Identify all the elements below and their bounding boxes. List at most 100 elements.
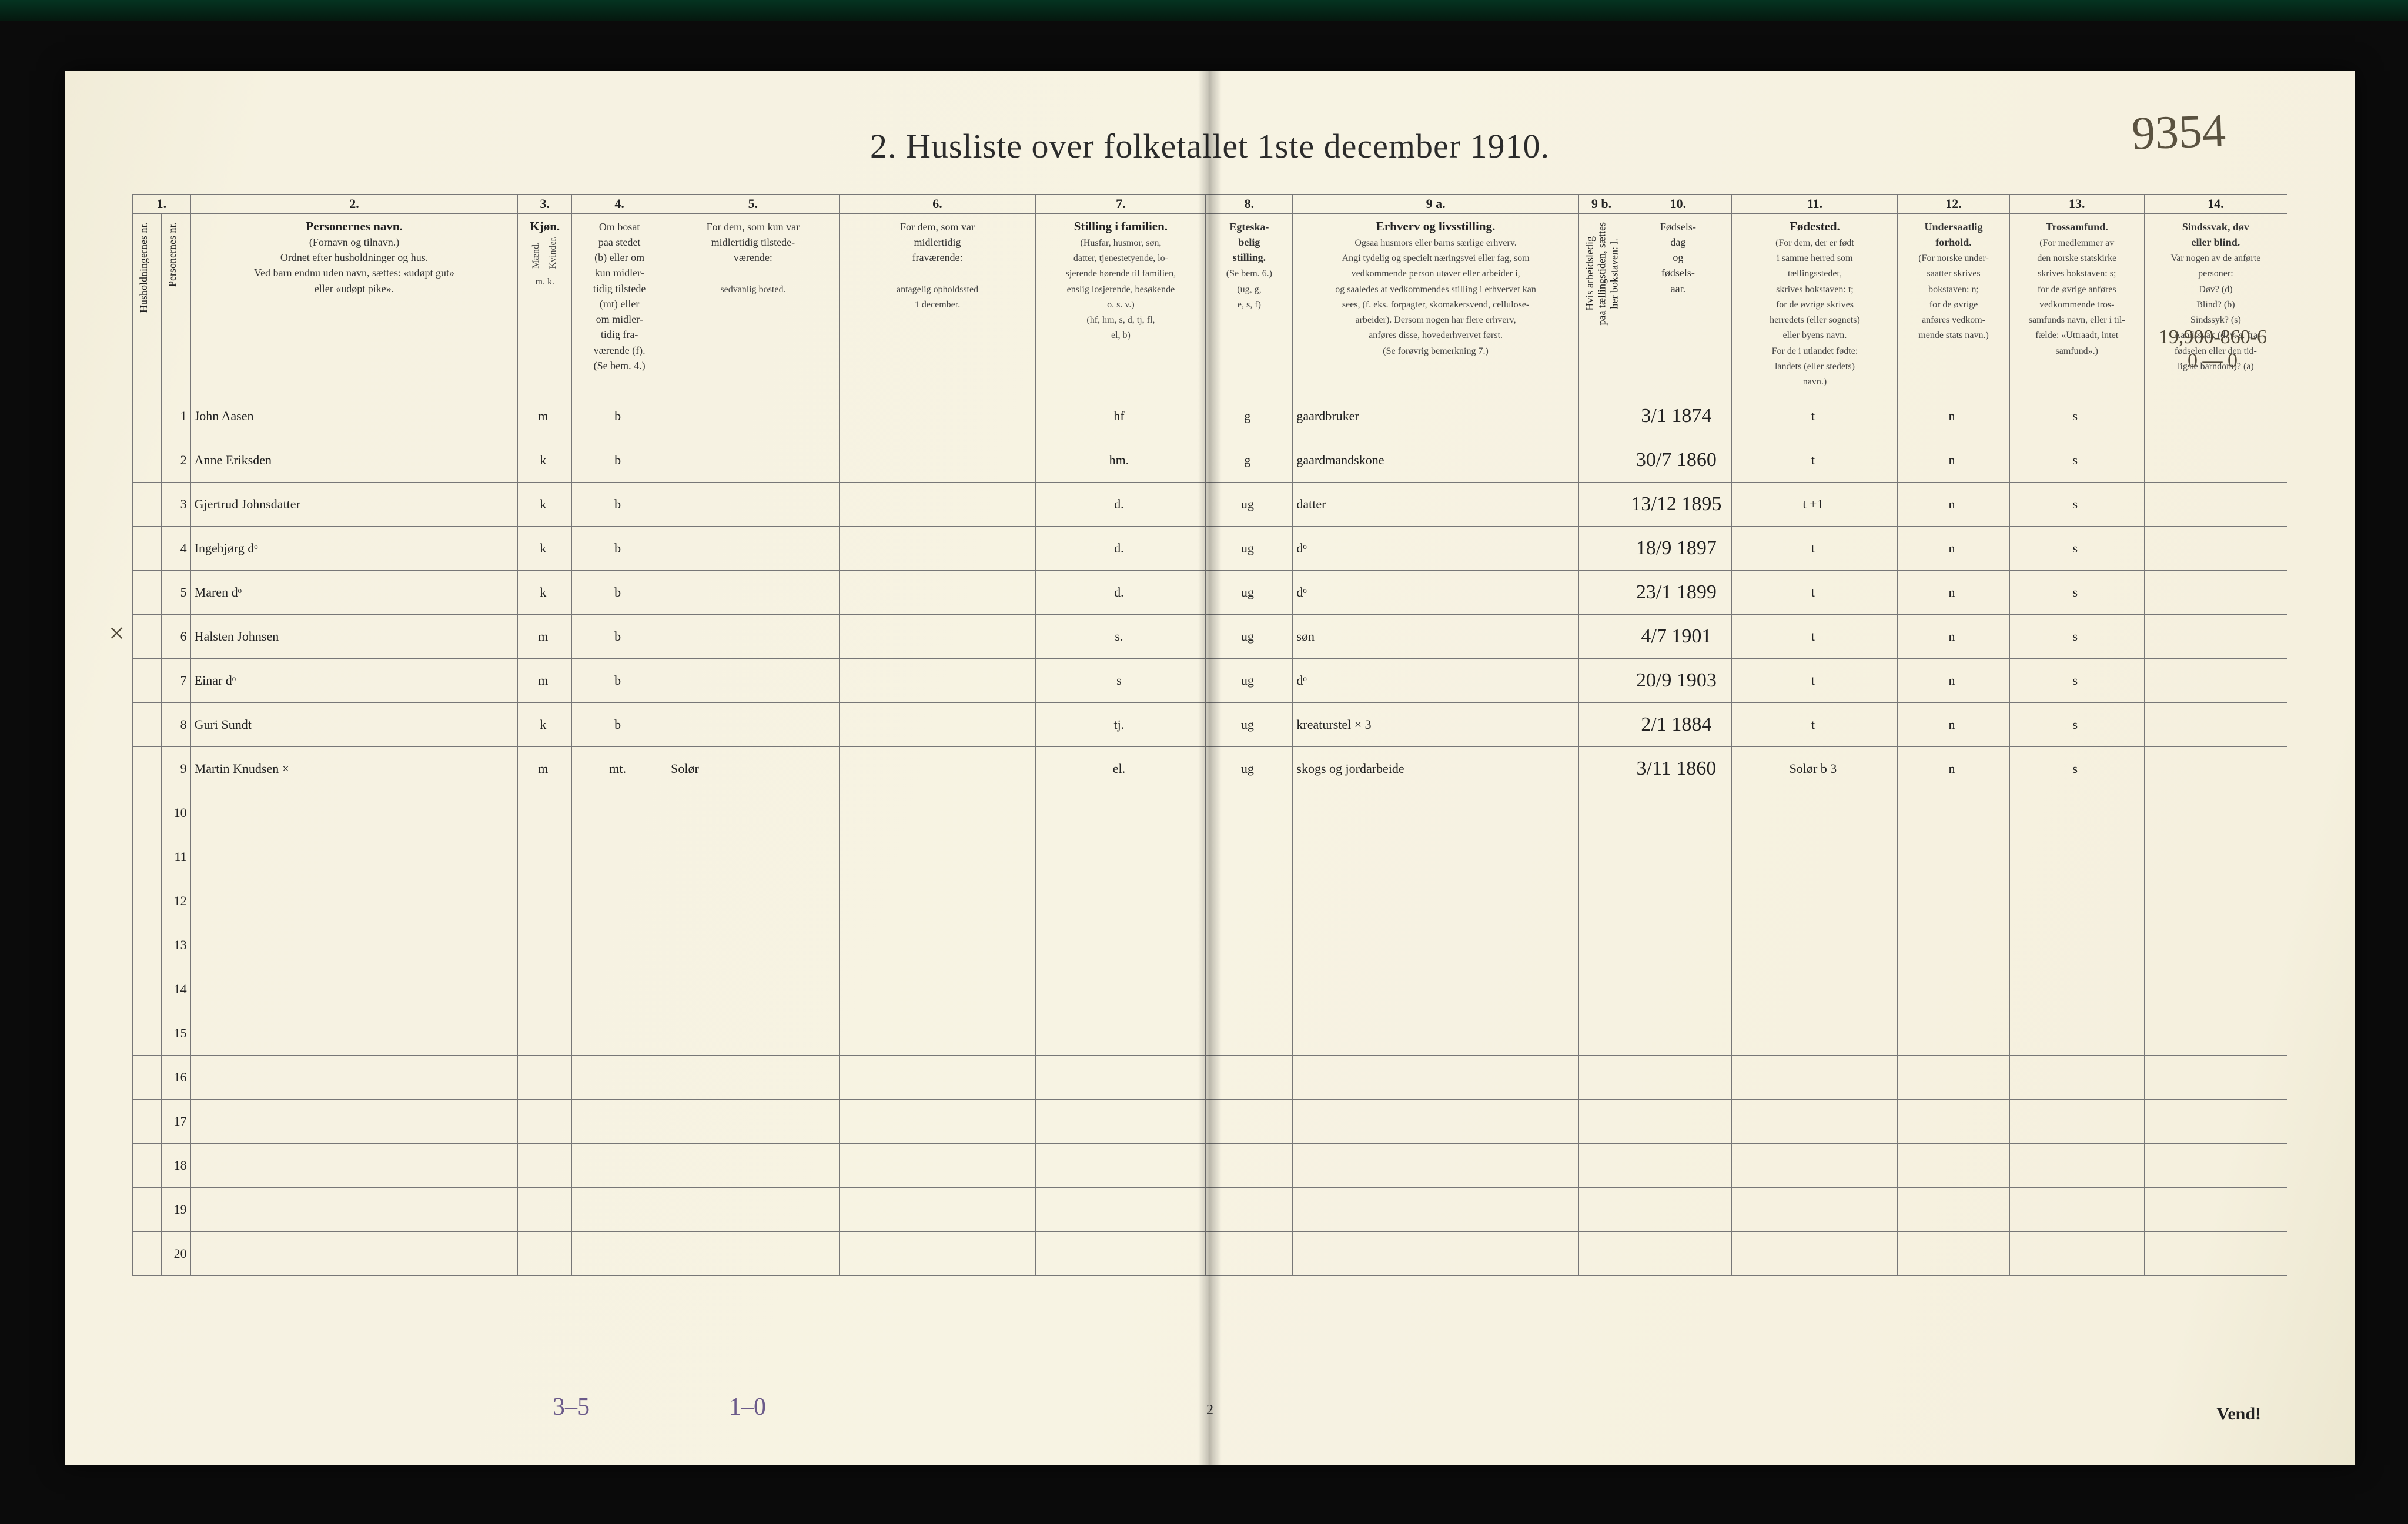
table-row: 4Ingebjørg dᵒkbd.ugdᵒ18/9 1897tns <box>133 527 2287 571</box>
annotation-top-right: 9354 <box>2131 104 2226 161</box>
annotation-col14-a: 19,900-860-6 <box>2159 326 2267 349</box>
h-c2-title: Personernes navn. <box>306 219 403 233</box>
h-c6-text: For dem, som var midlertidig fraværende: <box>900 221 975 264</box>
cell-unemployed <box>1578 659 1624 703</box>
cell-empty <box>1578 967 1624 1011</box>
cell-religion: s <box>2009 747 2144 791</box>
cell-person-nr: 11 <box>162 835 190 879</box>
cell-unemployed <box>1578 615 1624 659</box>
h-c9a: Erhverv og livsstilling. Ogsaa husmors e… <box>1293 213 1578 394</box>
cell-usual-home <box>667 659 839 703</box>
cell-person-nr: 16 <box>162 1056 190 1100</box>
cell-empty <box>1624 879 1732 923</box>
cell-birthplace: t <box>1732 615 1898 659</box>
cell-nationality: n <box>1898 747 2009 791</box>
cell-empty <box>518 835 572 879</box>
cell-sex: k <box>518 571 572 615</box>
cell-family-pos: tj. <box>1036 703 1206 747</box>
h-c5: For dem, som kun var midlertidig tilsted… <box>667 213 839 394</box>
cell-occupation: datter <box>1293 483 1578 527</box>
cell-whereabouts <box>839 659 1036 703</box>
cell-empty <box>2144 1232 2287 1276</box>
cell-empty <box>667 879 839 923</box>
cell-empty <box>667 1188 839 1232</box>
h-c3-k: Kvinder. <box>547 236 559 269</box>
cell-empty <box>518 967 572 1011</box>
cell-empty <box>667 835 839 879</box>
cell-empty <box>839 1232 1036 1276</box>
cell-empty <box>1293 1100 1578 1144</box>
table-row-empty: 13 <box>133 923 2287 967</box>
cell-empty <box>1293 1188 1578 1232</box>
census-page: 2. Husliste over folketallet 1ste decemb… <box>65 71 2355 1465</box>
cell-empty <box>1036 1232 1206 1276</box>
cell-empty <box>2009 923 2144 967</box>
cell-nationality: n <box>1898 483 2009 527</box>
h-c1b: Personernes nr. <box>162 213 190 394</box>
cell-empty <box>839 967 1036 1011</box>
cell-household-nr <box>133 879 162 923</box>
h-c10-text: Fødsels- dag og fødsels- aar. <box>1660 221 1696 294</box>
h-c9b: Hvis arbeidsledig paa tællingstiden, sæt… <box>1578 213 1624 394</box>
cell-dob: 3/11 1860 <box>1624 747 1732 791</box>
table-row-empty: 12 <box>133 879 2287 923</box>
cell-empty <box>1293 1056 1578 1100</box>
cell-empty <box>1898 791 2009 835</box>
cell-unemployed <box>1578 394 1624 438</box>
cell-residence: b <box>572 571 667 615</box>
table-row: 1John Aasenmbhfggaardbruker3/1 1874tns <box>133 394 2287 438</box>
cell-empty <box>572 1144 667 1188</box>
cell-empty <box>190 1100 518 1144</box>
cell-empty <box>1578 1056 1624 1100</box>
cell-name: Anne Eriksden <box>190 438 518 483</box>
scan-top-strip <box>0 0 2408 21</box>
cell-birthplace: t +1 <box>1732 483 1898 527</box>
cell-empty <box>1898 967 2009 1011</box>
cell-person-nr: 7 <box>162 659 190 703</box>
cell-empty <box>1624 1144 1732 1188</box>
h-c7: Stilling i familien. (Husfar, husmor, sø… <box>1036 213 1206 394</box>
cell-empty <box>1206 967 1293 1011</box>
hnum-9b: 9 b. <box>1578 195 1624 214</box>
cell-dob: 3/1 1874 <box>1624 394 1732 438</box>
cell-name: Maren dᵒ <box>190 571 518 615</box>
cell-marital: ug <box>1206 703 1293 747</box>
cell-empty <box>572 879 667 923</box>
table-row: 3Gjertrud Johnsdatterkbd.ugdatter13/12 1… <box>133 483 2287 527</box>
cell-person-nr: 12 <box>162 879 190 923</box>
cell-unemployed <box>1578 438 1624 483</box>
cell-empty <box>667 1011 839 1056</box>
cell-nationality: n <box>1898 703 2009 747</box>
cell-empty <box>1206 1056 1293 1100</box>
cell-empty <box>667 1232 839 1276</box>
table-row-empty: 14 <box>133 967 2287 1011</box>
cell-empty <box>190 1144 518 1188</box>
cell-birthplace: t <box>1732 394 1898 438</box>
cell-whereabouts <box>839 527 1036 571</box>
cell-household-nr <box>133 835 162 879</box>
cell-empty <box>667 791 839 835</box>
cell-empty <box>1036 1056 1206 1100</box>
cell-disability <box>2144 394 2287 438</box>
cell-empty <box>518 1232 572 1276</box>
cell-person-nr: 10 <box>162 791 190 835</box>
cell-name: Halsten Johnsen <box>190 615 518 659</box>
cell-empty <box>2144 879 2287 923</box>
cell-empty <box>1206 1011 1293 1056</box>
cell-household-nr <box>133 747 162 791</box>
cell-household-nr <box>133 703 162 747</box>
cell-empty <box>2144 1188 2287 1232</box>
table-row: 5Maren dᵒkbd.ugdᵒ23/1 1899tns <box>133 571 2287 615</box>
cell-empty <box>2009 1232 2144 1276</box>
cell-household-nr <box>133 571 162 615</box>
cell-empty <box>1732 1232 1898 1276</box>
table-row: 2Anne Eriksdenkbhm.ggaardmandskone30/7 1… <box>133 438 2287 483</box>
cell-empty <box>1732 835 1898 879</box>
cell-dob: 13/12 1895 <box>1624 483 1732 527</box>
cell-empty <box>839 835 1036 879</box>
cell-whereabouts <box>839 438 1036 483</box>
cell-empty <box>2144 1011 2287 1056</box>
cell-birthplace: t <box>1732 571 1898 615</box>
cell-empty <box>2144 791 2287 835</box>
h-c10: Fødsels- dag og fødsels- aar. <box>1624 213 1732 394</box>
